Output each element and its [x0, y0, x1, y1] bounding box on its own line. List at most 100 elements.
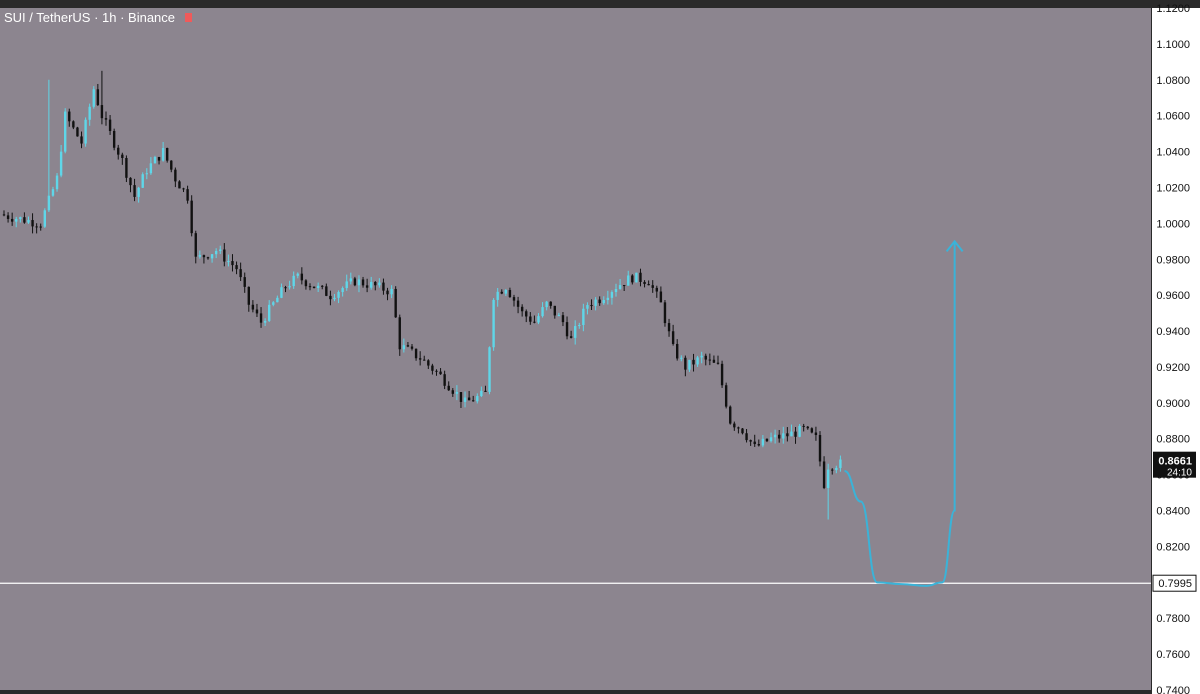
candle-body [72, 121, 75, 128]
candle-body [688, 359, 691, 370]
candle-body [704, 355, 707, 360]
y-tick-label: 0.9200 [1156, 362, 1190, 374]
candle-body [606, 297, 610, 301]
candle-body [341, 288, 344, 293]
candle-body [643, 281, 646, 285]
candle-body [472, 400, 475, 402]
y-tick-label: 1.0400 [1156, 147, 1190, 159]
candle-body [814, 432, 818, 436]
candle-body [765, 438, 769, 442]
candle-body [598, 299, 601, 304]
candle-body [745, 433, 748, 441]
candle-body [427, 360, 430, 366]
candle-body [112, 130, 116, 148]
candle-body [219, 249, 222, 251]
y-tick-label: 0.9800 [1156, 254, 1190, 266]
candle-body [753, 441, 756, 445]
candle-body [280, 287, 283, 298]
last-price-badge [1153, 451, 1196, 478]
candle-body [484, 390, 487, 392]
candle-body [170, 160, 173, 170]
candle-body [398, 317, 401, 350]
candle-body [582, 308, 585, 325]
y-tick-label: 0.9000 [1156, 398, 1190, 410]
candle-body [512, 297, 516, 301]
candle-body [10, 218, 14, 222]
candle-body [194, 233, 197, 257]
candle-body [839, 459, 842, 468]
candle-body [47, 195, 51, 211]
level-price-tag [1152, 574, 1197, 592]
candle-body [459, 392, 463, 402]
candle-body [223, 249, 226, 262]
candle-body [137, 187, 140, 197]
candle-body [435, 370, 438, 372]
candle-body [239, 269, 242, 278]
candle-body [586, 305, 589, 309]
candle-body [186, 189, 189, 201]
candle-body [276, 297, 279, 303]
candle-body [655, 287, 658, 292]
candle-body [610, 292, 614, 298]
candle-body [76, 127, 79, 137]
candle-body [337, 292, 340, 298]
y-tick-label: 1.1000 [1156, 39, 1190, 51]
candle-body [243, 277, 246, 287]
candle-body [671, 331, 675, 344]
candle-body [822, 461, 826, 488]
y-tick-label: 1.1200 [1156, 3, 1190, 15]
candle-body [406, 345, 410, 347]
candle-body [402, 345, 406, 350]
candle-body [561, 315, 565, 323]
candle-body [480, 390, 483, 397]
candle-body [533, 321, 536, 323]
candle-body [782, 433, 785, 439]
candle-body [733, 423, 736, 428]
candle-body [312, 286, 316, 289]
y-tick-label: 0.8200 [1156, 541, 1190, 553]
candle-body [206, 257, 210, 259]
candle-body [59, 151, 63, 176]
candle-body [569, 336, 573, 338]
candle-body [741, 428, 744, 434]
plot-area [0, 8, 1151, 690]
candle-body [708, 359, 712, 361]
candle-body [96, 89, 100, 106]
candle-body [545, 301, 548, 308]
candle-body [500, 291, 503, 294]
candle-body [88, 106, 91, 120]
candle-body [700, 355, 703, 358]
market-status-icon [185, 13, 193, 22]
candle-body [15, 218, 18, 222]
candle-body [749, 440, 752, 442]
chart-legend: SUI / TetherUS · 1h · Binance [4, 10, 193, 25]
candle-body [639, 272, 642, 282]
candle-body [121, 154, 124, 158]
candle-body [378, 282, 381, 286]
y-tick-label: 0.8400 [1156, 506, 1190, 518]
candle-body [622, 285, 626, 287]
candle-body [251, 304, 255, 310]
candle-body [651, 285, 654, 288]
candle-body [602, 300, 605, 304]
candle-body [414, 348, 418, 359]
candle-body [818, 435, 822, 462]
candle-body [590, 305, 593, 307]
candle-body [798, 425, 801, 437]
candle-body [826, 469, 830, 488]
y-tick-label: 0.7800 [1156, 613, 1190, 625]
candle-body [537, 316, 540, 323]
candle-body [423, 359, 426, 361]
candle-body [39, 226, 42, 228]
candle-body [308, 286, 312, 288]
candle-body [247, 286, 250, 305]
candle-body [100, 105, 104, 119]
candle-body [117, 147, 120, 155]
candle-body [23, 217, 26, 223]
candle-body [141, 174, 144, 188]
candle-body [272, 302, 275, 305]
candle-body [492, 299, 495, 348]
candle-body [520, 306, 524, 312]
candle-body [724, 385, 728, 407]
